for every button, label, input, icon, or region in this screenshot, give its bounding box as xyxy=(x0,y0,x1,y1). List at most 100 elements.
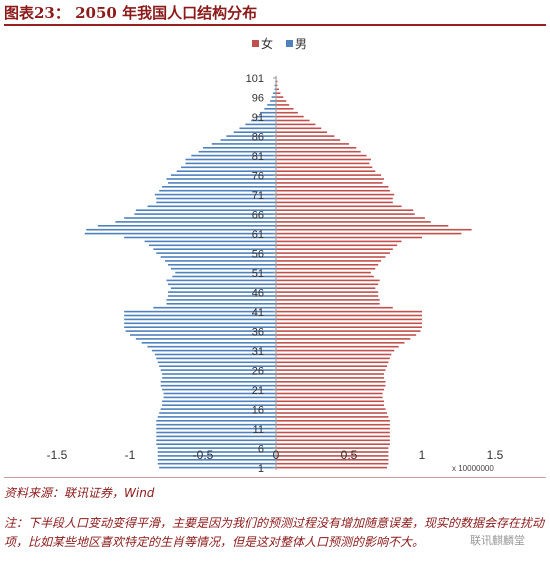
bar-female-age-40 xyxy=(276,314,422,317)
bar-female-age-17 xyxy=(276,404,385,406)
bar-male-age-72 xyxy=(159,189,276,192)
bar-male-age-84 xyxy=(211,143,276,145)
y-tick-label-31: 31 xyxy=(252,346,264,358)
watermark: 联讯麒麟堂 xyxy=(470,534,525,547)
bar-female-age-34 xyxy=(276,338,411,340)
bar-male-age-42 xyxy=(153,306,276,309)
bar-female-age-93 xyxy=(276,108,294,110)
bar-male-age-2 xyxy=(157,462,276,465)
bar-male-age-63 xyxy=(97,225,276,227)
bar-female-age-45 xyxy=(276,295,379,297)
bar-female-age-5 xyxy=(276,451,389,453)
legend-swatch-0 xyxy=(252,40,259,47)
x-tick-label-1: -1 xyxy=(125,448,136,462)
bar-female-age-46 xyxy=(276,291,379,293)
y-tick-label-41: 41 xyxy=(252,307,264,319)
bar-female-age-37 xyxy=(276,326,422,328)
bar-female-age-72 xyxy=(276,189,390,192)
y-tick-label-36: 36 xyxy=(252,326,264,338)
bar-female-age-92 xyxy=(276,111,298,114)
bar-female-age-54 xyxy=(276,260,382,262)
bar-female-age-15 xyxy=(276,412,387,414)
bar-female-age-74 xyxy=(276,182,383,184)
bar-female-age-27 xyxy=(276,365,387,367)
bar-female-age-76 xyxy=(276,174,382,176)
bar-female-age-88 xyxy=(276,127,322,130)
bar-female-age-79 xyxy=(276,162,370,165)
bar-female-age-49 xyxy=(276,279,380,282)
bar-female-age-38 xyxy=(276,322,422,325)
bar-male-age-10 xyxy=(156,431,276,434)
bar-male-age-36 xyxy=(125,330,277,332)
bar-female-age-20 xyxy=(276,392,383,395)
bar-female-age-70 xyxy=(276,197,393,200)
x-tick-labels: -1.5 -1 -0.5 0 0.5 1 1.5 xyxy=(47,448,504,462)
bar-male-age-43 xyxy=(166,303,276,305)
bar-male-age-4 xyxy=(157,455,276,457)
x-axis-multiplier: x 10000000 xyxy=(452,464,494,473)
bar-male-age-94 xyxy=(267,104,276,106)
bar-female-age-16 xyxy=(276,408,386,410)
bar-male-age-67 xyxy=(135,209,276,211)
bar-male-age-61 xyxy=(84,232,277,235)
bar-female-age-69 xyxy=(276,201,393,204)
bar-male-age-27 xyxy=(159,365,276,367)
source-note: 资料来源：联讯证券，Wind xyxy=(4,486,155,500)
bar-female-age-13 xyxy=(276,420,390,422)
bar-male-age-30 xyxy=(154,353,276,356)
bar-male-age-62 xyxy=(86,228,276,231)
bar-male-age-85 xyxy=(220,139,276,141)
x-tick-label-5: 1 xyxy=(419,448,426,462)
bar-female-age-100 xyxy=(276,80,278,83)
y-tick-label-96: 96 xyxy=(252,92,264,104)
y-tick-label-11: 11 xyxy=(253,424,264,436)
bar-male-age-33 xyxy=(141,342,276,344)
y-tick-label-86: 86 xyxy=(252,131,264,143)
bar-male-age-64 xyxy=(115,221,277,223)
bar-male-age-8 xyxy=(156,439,276,442)
y-tick-label-21: 21 xyxy=(252,385,264,397)
bar-female-age-71 xyxy=(276,193,395,196)
bar-female-age-39 xyxy=(276,318,422,321)
bar-male-age-31 xyxy=(151,349,276,352)
y-tick-label-16: 16 xyxy=(252,404,264,416)
bar-female-age-98 xyxy=(276,88,279,91)
bar-female-age-65 xyxy=(276,217,425,219)
bar-female-age-53 xyxy=(276,264,379,266)
bar-female-age-1 xyxy=(276,466,387,469)
bar-male-age-57 xyxy=(153,248,276,250)
bar-male-age-39 xyxy=(124,318,276,321)
bar-male-age-77 xyxy=(176,170,276,172)
bar-female-age-8 xyxy=(276,439,390,442)
bar-female-age-91 xyxy=(276,115,304,118)
bar-female-age-82 xyxy=(276,150,361,153)
bar-male-age-70 xyxy=(156,197,276,200)
bar-male-age-78 xyxy=(181,166,276,169)
bar-female-age-18 xyxy=(276,400,385,403)
y-tick-label-101: 101 xyxy=(246,73,264,85)
bar-male-age-22 xyxy=(160,384,276,387)
y-tick-label-66: 66 xyxy=(252,209,264,221)
bar-male-age-44 xyxy=(166,299,276,301)
bar-male-age-20 xyxy=(163,392,276,395)
bar-male-age-95 xyxy=(270,100,276,102)
bar-female-age-33 xyxy=(276,342,405,344)
footnote: 注：下半段人口变动变得平滑，主要是因为我们的预测过程没有增加随意误差，现实的数据… xyxy=(4,516,545,549)
bar-female-age-90 xyxy=(276,119,310,122)
x-tick-label-2: -0.5 xyxy=(193,448,214,462)
bar-male-age-98 xyxy=(274,88,276,91)
y-tick-labels: 1611162126313641465156616671768186919610… xyxy=(246,73,264,475)
bar-female-age-10 xyxy=(276,431,390,434)
bar-male-age-19 xyxy=(163,396,276,399)
legend-label-1: 男 xyxy=(295,37,307,51)
bar-male-age-47 xyxy=(170,287,276,289)
bar-male-age-99 xyxy=(274,84,276,87)
bar-female-age-81 xyxy=(276,154,367,157)
bar-female-age-78 xyxy=(276,166,373,169)
bar-male-age-97 xyxy=(273,92,276,94)
bar-female-age-6 xyxy=(276,447,389,449)
bar-female-age-51 xyxy=(276,271,371,274)
bar-male-age-81 xyxy=(191,154,276,157)
y-tick-label-71: 71 xyxy=(252,190,264,202)
bar-male-age-25 xyxy=(162,373,276,375)
